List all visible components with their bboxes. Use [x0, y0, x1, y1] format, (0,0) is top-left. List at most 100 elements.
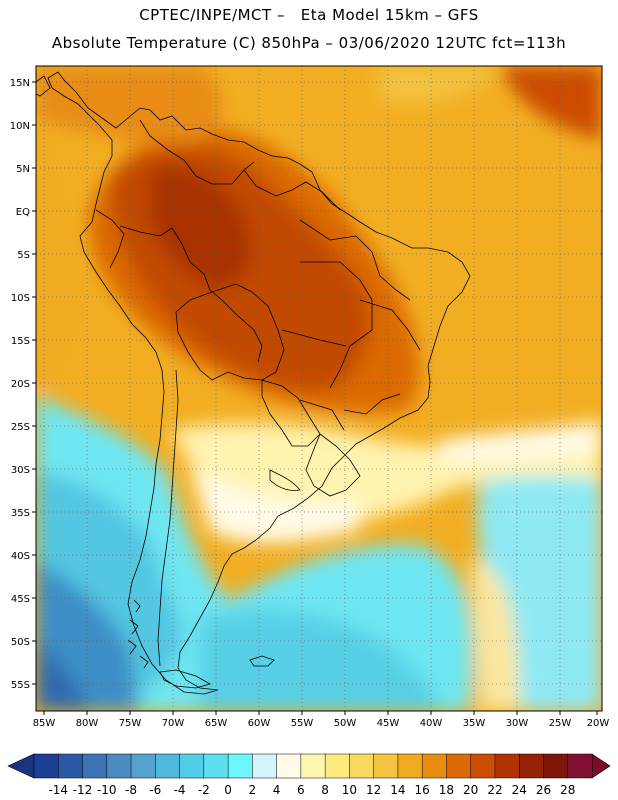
colorbar-label: 16 [415, 783, 430, 797]
colorbar-swatch [421, 753, 447, 779]
colorbar-label: 8 [321, 783, 329, 797]
colorbar-high-arrow [591, 753, 611, 779]
map-frame [35, 65, 603, 712]
lat-label: 40S [11, 551, 30, 562]
colorbar-label: 6 [297, 783, 305, 797]
lat-label: 10N [10, 121, 30, 132]
colorbar-swatch [373, 753, 399, 779]
colorbar-label: -2 [198, 783, 210, 797]
colorbar-swatch [276, 753, 302, 779]
latitude-labels: 15N 10N 5N EQ 5S 10S 15S 20S 25S 30S 35S… [10, 78, 30, 691]
colorbar-label: 2 [249, 783, 257, 797]
lon-label: 80W [76, 718, 99, 729]
lat-label: EQ [16, 207, 30, 218]
lon-label: 50W [334, 718, 357, 729]
lon-label: 75W [119, 718, 142, 729]
axis-ticks [32, 81, 598, 715]
border-bolivia [175, 283, 285, 381]
colorbar-label: -10 [97, 783, 117, 797]
colorbar-swatch [82, 753, 108, 779]
lat-label: 45S [11, 594, 30, 605]
colorbar-label: -4 [174, 783, 186, 797]
colorbar-swatch [397, 753, 423, 779]
lon-label: 70W [162, 718, 185, 729]
colorbar-swatch [203, 753, 229, 779]
colorbar-swatch [567, 753, 593, 779]
colorbar-swatch [252, 753, 278, 779]
lat-label: 5N [16, 164, 30, 175]
colorbar-label: 18 [439, 783, 454, 797]
colorbar-swatch [227, 753, 253, 779]
colorbar-label: 22 [487, 783, 502, 797]
colorbar-label: 28 [560, 783, 575, 797]
colorbar-label: 10 [342, 783, 357, 797]
colorbar-label: 20 [463, 783, 478, 797]
colorbar-swatch [130, 753, 156, 779]
lon-label: 20W [587, 718, 610, 729]
colorbar-swatch [179, 753, 205, 779]
colorbar-label: 12 [366, 783, 381, 797]
falkland-islands [249, 655, 275, 667]
colorbar-swatch [106, 753, 132, 779]
colorbar-label: -8 [125, 783, 137, 797]
lat-label: 20S [11, 379, 30, 390]
lat-label: 5S [17, 250, 30, 261]
colorbar-label: -12 [73, 783, 93, 797]
rio-de-la-plata [269, 469, 301, 491]
colorbar-label: 14 [390, 783, 405, 797]
border-paraguay [261, 379, 321, 447]
lat-label: 50S [11, 637, 30, 648]
lon-label: 65W [205, 718, 228, 729]
central-america [36, 75, 51, 97]
chile-islands [127, 599, 149, 669]
lat-label: 35S [11, 508, 30, 519]
lat-label: 15N [10, 78, 30, 89]
lat-label: 55S [11, 680, 30, 691]
colorbar-low-arrow [7, 753, 35, 779]
longitude-labels: 85W 80W 75W 70W 65W 60W 55W 50W 45W 40W … [33, 718, 610, 729]
border-argentina-uruguay [305, 433, 361, 497]
colorbar-swatch [470, 753, 496, 779]
map-title-line1: CPTEC/INPE/MCT – Eta Model 15km – GFS [139, 6, 479, 24]
temperature-field [36, 66, 602, 711]
lat-label: 10S [11, 293, 30, 304]
colorbar-swatch [324, 753, 350, 779]
colorbar-swatch [349, 753, 375, 779]
colorbar-swatch [494, 753, 520, 779]
colorbar-swatch [446, 753, 472, 779]
lat-label: 30S [11, 465, 30, 476]
lon-label: 60W [248, 718, 271, 729]
colorbar-label: 4 [273, 783, 281, 797]
colorbar-label: 24 [512, 783, 527, 797]
colorbar-label: 26 [536, 783, 551, 797]
border-ecuador-peru [95, 209, 125, 269]
colorbar-label: 0 [224, 783, 232, 797]
colorbar-label: -14 [48, 783, 68, 797]
lon-label: 25W [549, 718, 572, 729]
lat-label: 25S [11, 422, 30, 433]
colorbar: -14 -12 -10 -8 -6 -4 -2 0 2 4 6 8 10 12 14 16 18 20 22 24 26… [7, 753, 611, 797]
map-title-line2: Absolute Temperature (C) 850hPa – 03/06/… [51, 34, 567, 52]
south-america-coastline [47, 71, 471, 695]
coastline-borders [36, 71, 471, 695]
lon-label: 55W [291, 718, 314, 729]
colorbar-swatch [518, 753, 545, 779]
border-brazil-north [243, 169, 341, 211]
lon-label: 30W [506, 718, 529, 729]
border-colombia-venezuela [139, 119, 255, 185]
border-peru-brazil [119, 225, 263, 363]
colorbar-swatch [543, 753, 569, 779]
lon-label: 35W [463, 718, 486, 729]
colorbar-swatch [58, 753, 84, 779]
border-chile-argentina [157, 369, 179, 667]
colorbar-swatch [155, 753, 181, 779]
lat-label: 15S [11, 336, 30, 347]
lon-label: 45W [377, 718, 400, 729]
tierra-del-fuego [159, 669, 212, 689]
colorbar-swatch [300, 753, 326, 779]
lon-label: 85W [33, 718, 56, 729]
colorbar-label: -6 [149, 783, 161, 797]
colorbar-swatch [33, 753, 59, 779]
lon-label: 40W [420, 718, 443, 729]
